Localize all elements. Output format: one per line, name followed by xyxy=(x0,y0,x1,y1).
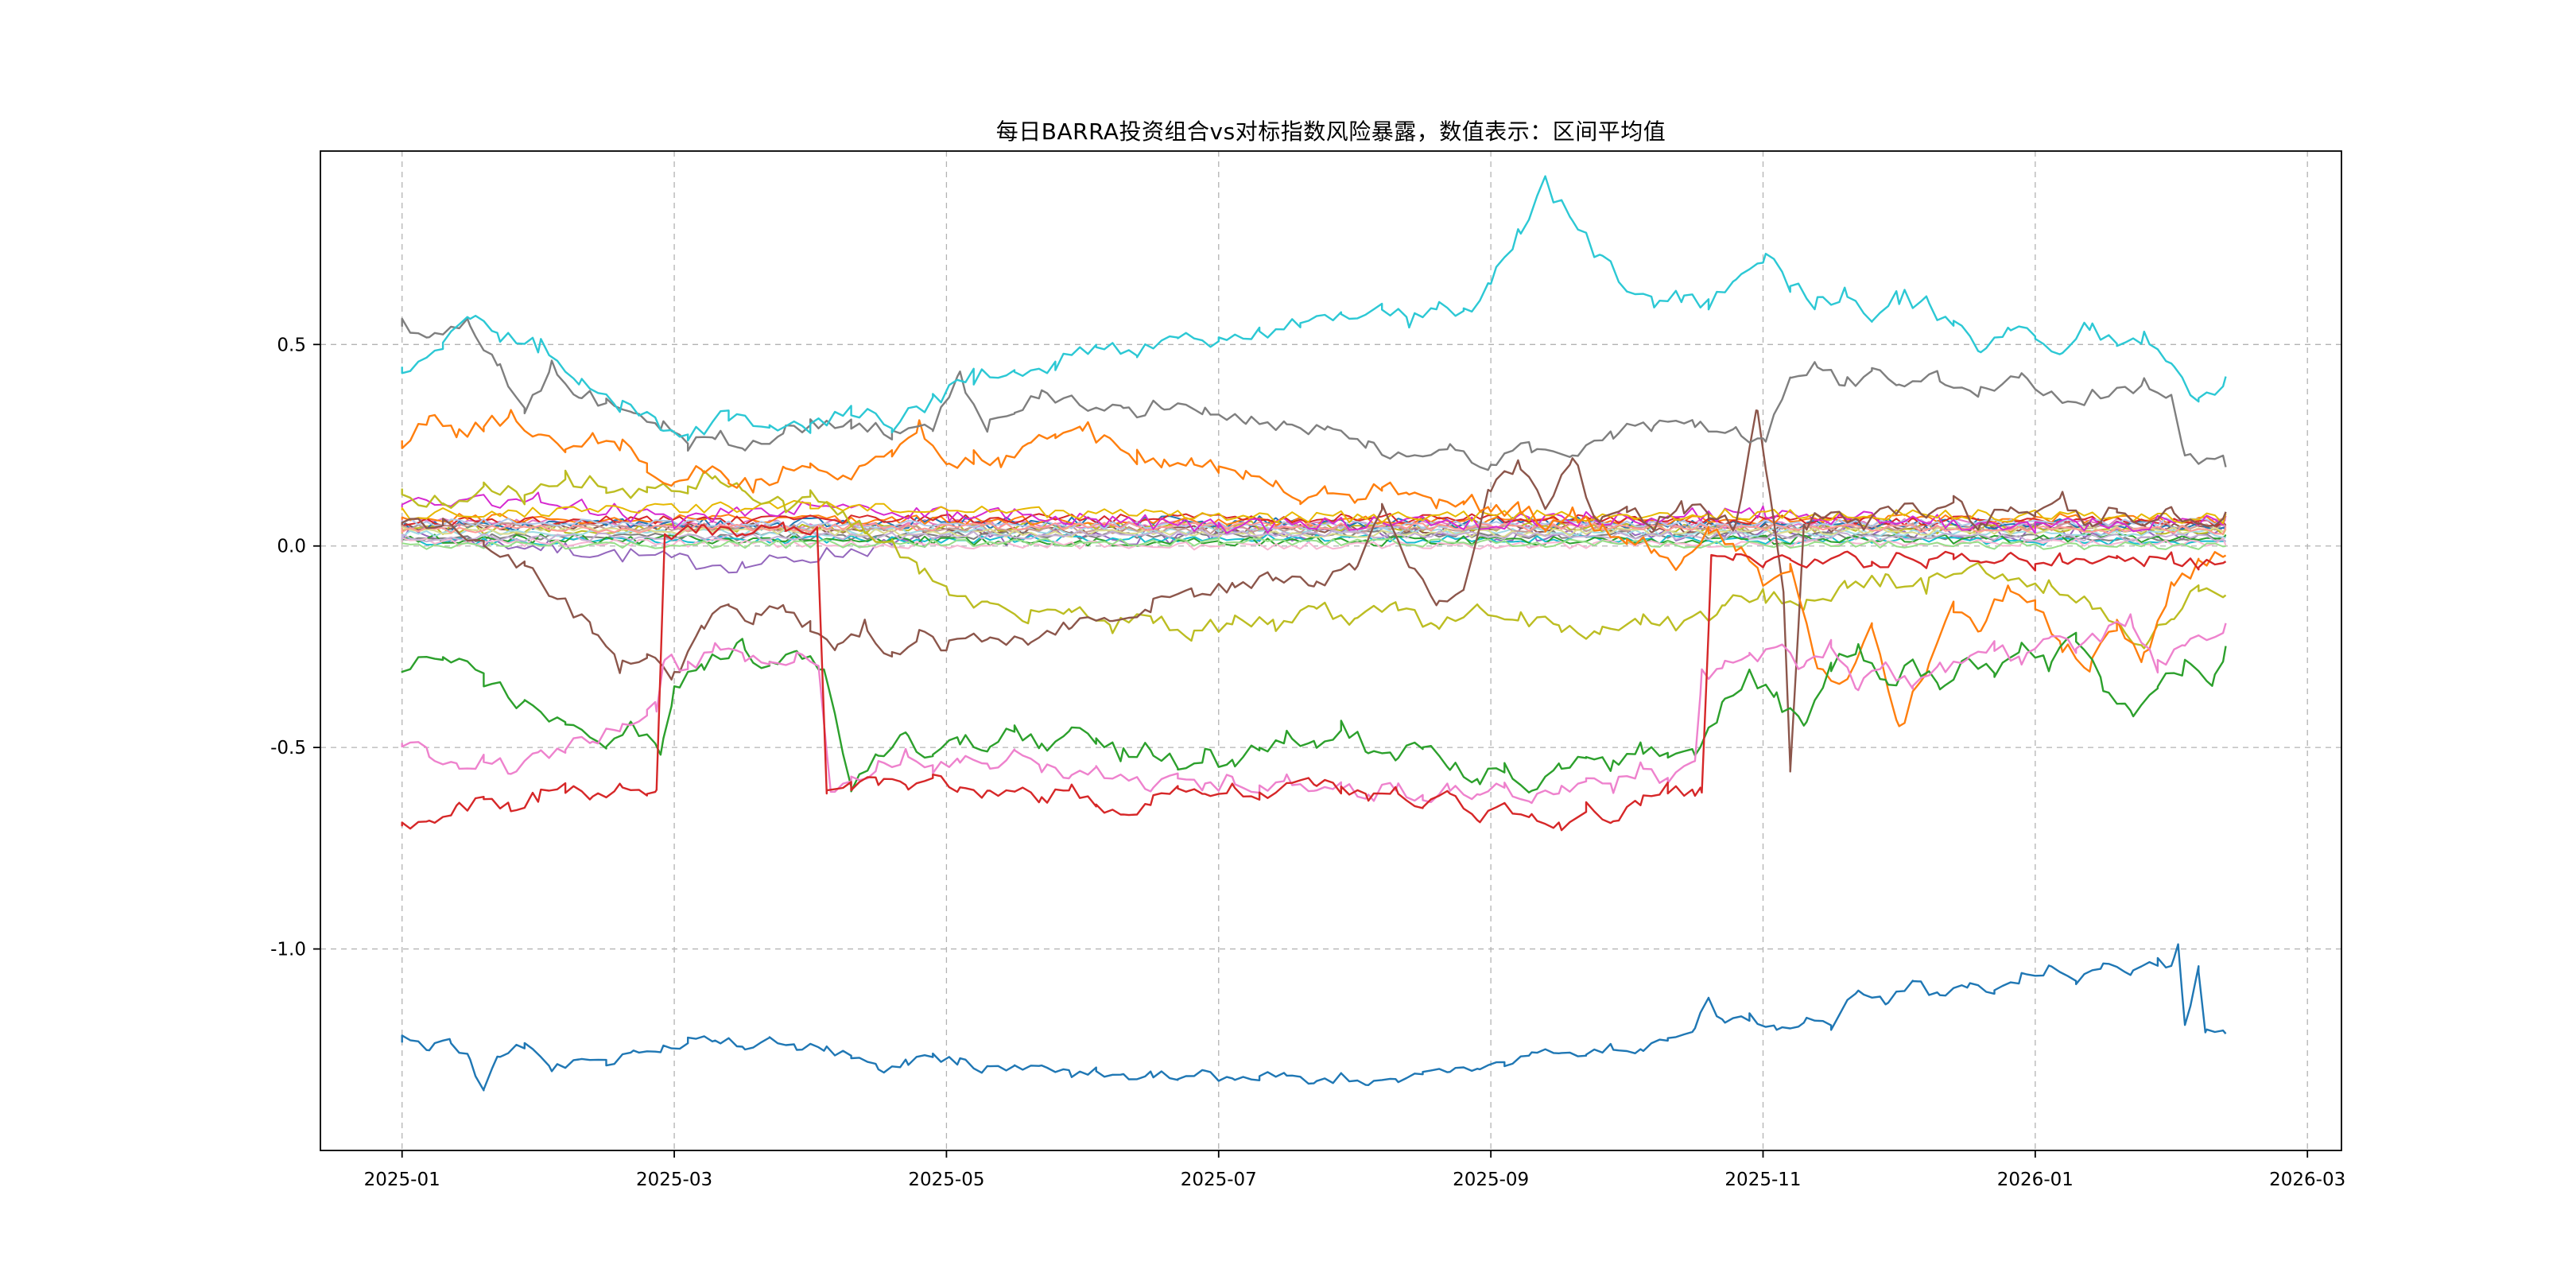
x-tick-label: 2025-09 xyxy=(1453,1170,1529,1190)
x-tick-label: 2026-03 xyxy=(2269,1170,2345,1190)
x-tick-label: 2025-11 xyxy=(1724,1170,1801,1190)
y-tick-label: -1.0 xyxy=(270,940,306,960)
series-olive xyxy=(401,469,2227,650)
chart-title: 每日BARRA投资组合vs对标指数风险暴露，数值表示：区间平均值 xyxy=(995,118,1666,145)
y-tick-label: -0.5 xyxy=(270,738,306,758)
series-magenta xyxy=(401,491,2227,534)
series-orange xyxy=(401,409,2227,727)
series-gray xyxy=(401,317,2227,471)
series-cluster-lightgreen xyxy=(401,537,2226,550)
series-cluster-lavender xyxy=(401,529,2226,543)
axes-box xyxy=(320,150,2342,1151)
x-tick-label: 2025-03 xyxy=(636,1170,712,1190)
series-cluster-khaki xyxy=(401,526,2227,539)
x-tick-label: 2025-01 xyxy=(364,1170,440,1190)
y-tick-label: 0.5 xyxy=(277,335,306,355)
series-cyan xyxy=(401,175,2227,442)
series-blue xyxy=(401,943,2227,1092)
x-tick-label: 2025-07 xyxy=(1181,1170,1257,1190)
x-tick-label: 2026-01 xyxy=(1997,1170,2074,1190)
x-tick-label: 2025-05 xyxy=(908,1170,984,1190)
series-red xyxy=(401,522,2227,832)
series-brown xyxy=(401,409,2227,773)
y-tick-label: 0.0 xyxy=(277,537,306,557)
series-pink xyxy=(401,613,2227,805)
series-green xyxy=(401,631,2227,793)
